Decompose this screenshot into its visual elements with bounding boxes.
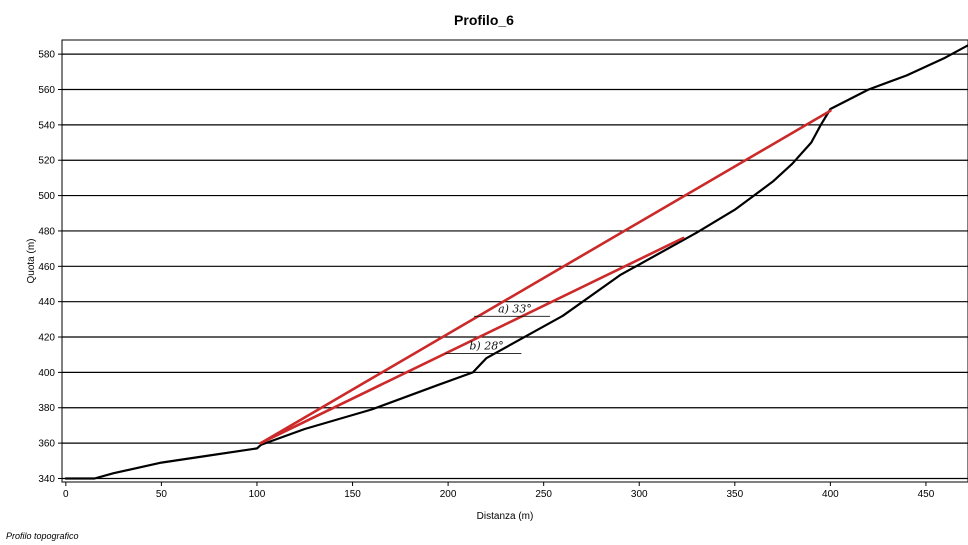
- y-tick-label: 480: [38, 226, 55, 237]
- x-tick-label: 200: [440, 489, 457, 500]
- slope-angle-label: b) 28°: [469, 339, 503, 352]
- x-tick-label: 350: [726, 489, 743, 500]
- footer-label: Profilo topografico: [6, 531, 79, 541]
- terrain-profile-line: [64, 44, 968, 480]
- y-axis-title: Quota (m): [26, 238, 37, 283]
- x-tick-label: 450: [918, 489, 935, 500]
- y-tick-label: 520: [38, 156, 55, 167]
- slope-angle-line: [259, 236, 685, 445]
- x-axis-title: Distanza (m): [477, 511, 534, 522]
- x-tick-label: 300: [631, 489, 648, 500]
- chart-title: Profilo_6: [454, 12, 514, 28]
- y-tick-label: 360: [38, 439, 55, 450]
- x-tick-label: 150: [344, 489, 361, 500]
- y-tick-label: 560: [38, 85, 55, 96]
- y-tick-label: 500: [38, 191, 55, 202]
- y-tick-label: 340: [38, 474, 55, 485]
- y-tick-label: 400: [38, 368, 55, 379]
- slope-angle-label: a) 33°: [498, 302, 532, 315]
- series-group: [64, 44, 968, 480]
- axes: 340 360 380 400 420 440 460 480 500 520 540 560 580 0…: [38, 39, 968, 500]
- y-tick-label: 380: [38, 403, 55, 414]
- plot-frame: [61, 39, 968, 483]
- y-tick-label: 420: [38, 333, 55, 344]
- x-tick-label: 0: [63, 489, 69, 500]
- y-tick-label: 540: [38, 120, 55, 131]
- y-tick-label: 580: [38, 50, 55, 61]
- y-tick-label: 460: [38, 262, 55, 273]
- grid-lines: [62, 53, 968, 480]
- x-tick-label: 100: [249, 489, 266, 500]
- y-tick-label: 440: [38, 297, 55, 308]
- x-tick-label: 250: [535, 489, 552, 500]
- x-tick-label: 400: [822, 489, 839, 500]
- x-tick-label: 50: [156, 489, 168, 500]
- slope-angle-line: [259, 109, 832, 445]
- annotations: a) 33° b) 28°: [445, 302, 551, 354]
